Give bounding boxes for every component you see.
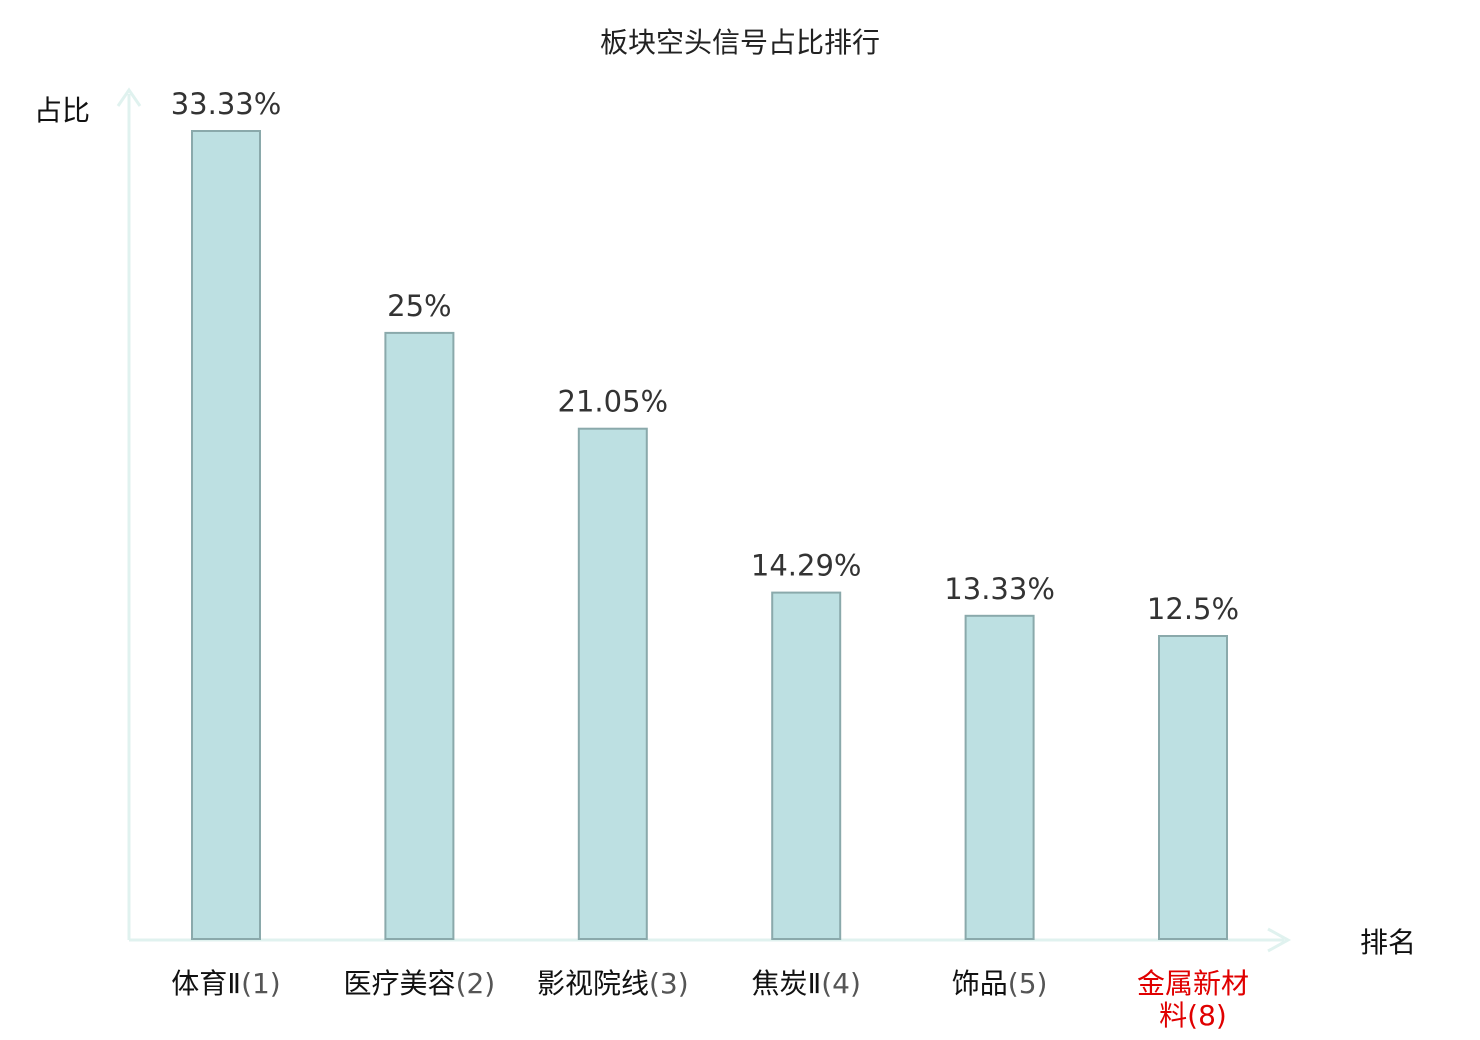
chart-title: 板块空头信号占比排行 — [600, 26, 880, 59]
bars-group — [191, 130, 1228, 940]
value-label-1: 33.33% — [171, 87, 282, 121]
value-label-3: 21.05% — [558, 385, 669, 419]
value-label-5: 13.33% — [944, 572, 1055, 606]
x-axis-label: 排名 — [1360, 926, 1416, 959]
bar-1 — [191, 130, 261, 940]
value-labels-group: 33.33% 25% 21.05% 14.29% 13.33% 12.5% — [171, 87, 1239, 626]
category-label-4: 焦炭Ⅱ(4) — [751, 967, 860, 1000]
category-label-1: 体育Ⅱ(1) — [171, 967, 280, 1000]
bar-2 — [384, 331, 455, 940]
bar-4 — [771, 591, 842, 940]
y-axis-arrow — [116, 87, 142, 107]
category-label-6-line-1: 金属新材 — [1137, 967, 1249, 1000]
category-label-3: 影视院线(3) — [537, 967, 689, 1000]
value-label-2: 25% — [387, 289, 451, 323]
value-label-6: 12.5% — [1147, 592, 1239, 626]
bar-3 — [577, 427, 648, 940]
y-axis-label: 占比 — [34, 94, 90, 127]
category-label-6-line-2: 料(8) — [1159, 999, 1227, 1032]
bar-5 — [964, 614, 1035, 940]
bar-6 — [1158, 635, 1228, 940]
category-label-2: 医疗美容(2) — [344, 967, 496, 1000]
value-label-4: 14.29% — [751, 549, 862, 583]
category-label-5: 饰品(5) — [952, 967, 1048, 1000]
x-axis-arrow — [1267, 927, 1292, 953]
